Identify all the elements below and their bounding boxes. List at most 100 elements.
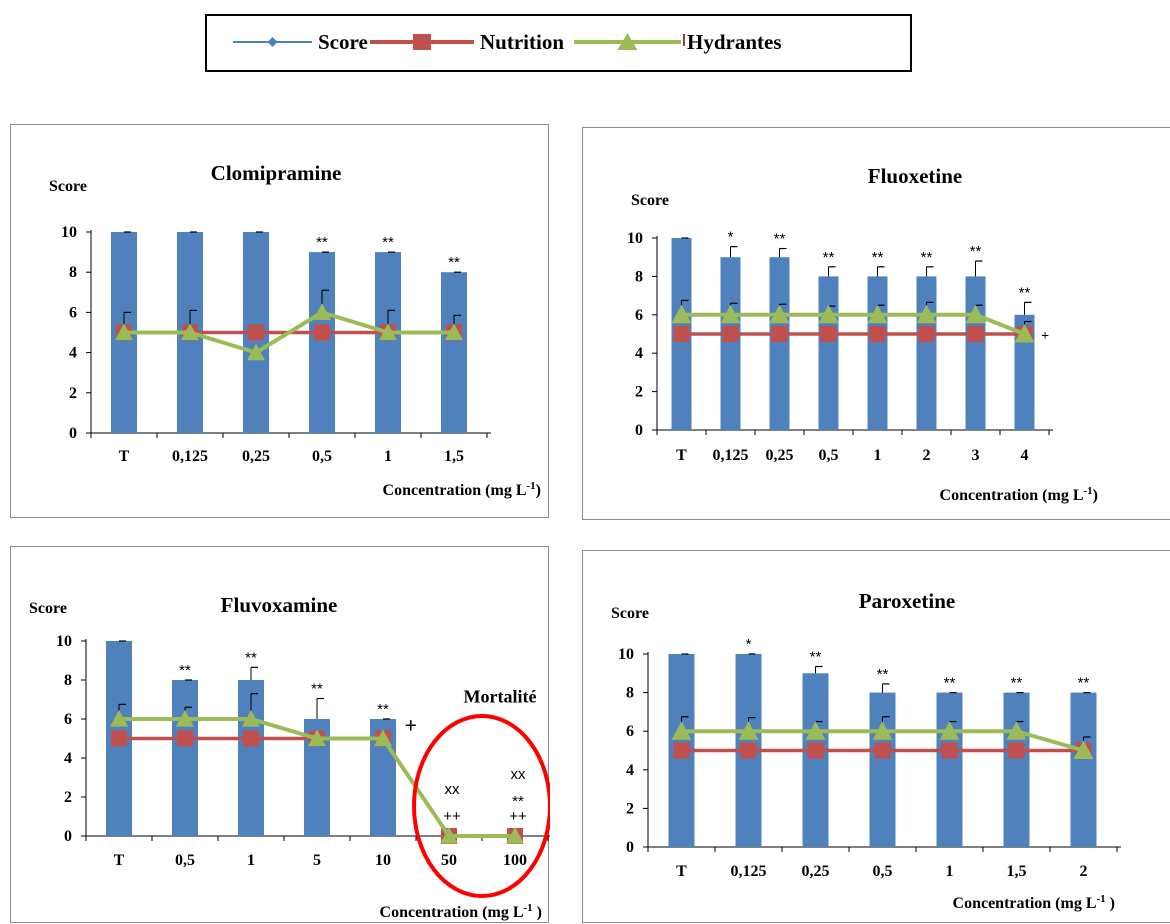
x-tick-label: 1 <box>874 447 882 464</box>
chart-fluvoxamine: Fluvoxamine Score 0 2 4 6 8 10 T 0,5 1 5 10 50 100 ** **… <box>29 593 550 921</box>
x-tick-label: 1,5 <box>1007 863 1027 880</box>
bar-score <box>867 276 888 430</box>
legend-label-score: Score <box>318 30 368 54</box>
mortality-label: Mortalité <box>464 686 537 706</box>
marker-hydrantes <box>720 304 741 324</box>
x-axis-label-sup: -1 <box>527 480 536 492</box>
marker-nutrition <box>111 730 127 747</box>
legend-marker-triangle <box>617 33 638 50</box>
x-axis-label-text: Concentration (mg L <box>940 487 1084 504</box>
marker-hydrantes <box>769 304 790 324</box>
x-tick-label: 1 <box>247 852 255 869</box>
significance-mark: ** <box>382 234 394 251</box>
bar-score <box>1003 692 1030 847</box>
y-tick-label: 6 <box>626 723 634 740</box>
bar-score <box>818 276 839 430</box>
chart-paroxetine: Paroxetine Score 0 2 4 6 8 10 T 0,125 0,25 0,5 1 1,5 2… <box>611 589 1121 912</box>
marker-hydrantes <box>242 710 260 727</box>
significance-mark: ** <box>1019 284 1031 301</box>
marker-hydrantes <box>445 323 463 341</box>
y-tick-label: 10 <box>61 224 77 241</box>
marker-hydrantes <box>115 323 133 341</box>
x-tick-label: T <box>676 447 687 464</box>
y-tick-label: 10 <box>627 230 643 247</box>
marker-hydrantes <box>1014 324 1035 343</box>
marker-nutrition <box>967 326 984 342</box>
bar-score <box>936 692 963 847</box>
x-tick-label: 2 <box>1080 863 1088 880</box>
x-tick-label: 50 <box>441 852 457 869</box>
bar-score <box>1014 314 1035 430</box>
bar-score <box>802 673 829 847</box>
significance-mark: ** <box>179 662 191 679</box>
x-tick-label: 3 <box>972 447 980 464</box>
x-tick-label: 0,25 <box>766 447 794 464</box>
marker-hydrantes <box>818 304 839 324</box>
y-tick-label: 6 <box>69 304 77 321</box>
mortality-mark: ++ <box>509 808 527 825</box>
chart-title: Fluoxetine <box>868 164 963 188</box>
x-axis-label: Concentration (mg L-1) <box>383 480 541 499</box>
significance-mark: * <box>746 636 752 653</box>
marker-nutrition <box>918 326 935 342</box>
mortality-mark: xx <box>511 766 527 783</box>
significance-mark: ** <box>448 254 460 271</box>
significance-mark: ** <box>774 231 786 248</box>
x-tick-label: 2 <box>923 447 931 464</box>
marker-nutrition <box>177 730 193 747</box>
y-axis-label: Score <box>631 192 669 209</box>
significance-mark: ** <box>245 649 257 666</box>
x-axis-label-sup: -1 <box>524 902 533 914</box>
mortality-mark: ** <box>512 793 524 810</box>
marker-hydrantes <box>176 710 194 727</box>
marker-hydrantes <box>738 721 759 740</box>
y-tick-label: 4 <box>64 750 72 767</box>
x-axis-label-text: Concentration (mg L <box>380 904 524 921</box>
x-axis-label-end: ) <box>1106 895 1115 912</box>
significance-mark: ** <box>921 249 933 266</box>
marker-hydrantes <box>805 721 826 740</box>
legend-graphic: Score Nutrition Hydrantes <box>233 30 782 54</box>
y-tick-label: 8 <box>626 685 634 702</box>
significance-mark: ** <box>1078 675 1090 692</box>
legend-label-hydrantes: Hydrantes <box>687 30 782 54</box>
marker-hydrantes <box>1006 721 1027 740</box>
x-axis-label: Concentration (mg L-1 ) <box>953 893 1115 912</box>
x-tick-label: 0,5 <box>819 447 839 464</box>
significance-mark: * <box>728 229 734 246</box>
y-tick-label: 0 <box>626 839 634 856</box>
chart-panel-fluoxetine: Fluoxetine Score 0 2 4 6 8 10 T 0,125 0,25 0,5 1 2 3 4 *… <box>582 127 1170 520</box>
x-tick-label: 1,5 <box>444 448 464 465</box>
significance-mark: ** <box>877 666 889 683</box>
bar-score <box>309 252 335 433</box>
significance-mark: ** <box>944 675 956 692</box>
chart-panel-fluvoxamine: Fluvoxamine Score 0 2 4 6 8 10 T 0,5 1 5 10 50 100 ** **… <box>10 546 550 923</box>
chart-title: Paroxetine <box>859 589 955 613</box>
y-tick-label: 0 <box>69 425 77 442</box>
bar-score <box>375 252 401 433</box>
legend-label-nutrition: Nutrition <box>480 30 564 54</box>
y-tick-label: 0 <box>64 828 72 845</box>
marker-hydrantes <box>965 304 986 324</box>
marker-hydrantes <box>374 729 392 747</box>
x-axis-label-end: ) <box>1093 487 1098 504</box>
legend-marker-diamond <box>267 37 278 47</box>
marker-hydrantes <box>671 721 692 740</box>
x-tick-label: 100 <box>503 852 527 869</box>
y-tick-label: 2 <box>64 789 72 806</box>
bar-score <box>172 680 198 836</box>
x-axis-label-text: Concentration (mg L <box>383 482 527 499</box>
x-tick-label: 0,125 <box>713 447 749 464</box>
y-tick-label: 4 <box>69 345 77 362</box>
y-tick-label: 6 <box>635 307 643 324</box>
significance-mark: ** <box>810 649 822 666</box>
x-axis-label-end: ) <box>533 904 542 921</box>
mortality-mark: ++ <box>443 808 461 825</box>
y-tick-label: 8 <box>69 264 77 281</box>
marker-hydrantes <box>181 323 199 341</box>
y-tick-label: 2 <box>635 384 643 401</box>
y-tick-label: 4 <box>635 345 643 362</box>
chart-fluoxetine: Fluoxetine Score 0 2 4 6 8 10 T 0,125 0,25 0,5 1 2 3 4 *… <box>627 164 1098 504</box>
x-tick-label: T <box>119 448 130 465</box>
marker-hydrantes <box>247 343 265 361</box>
